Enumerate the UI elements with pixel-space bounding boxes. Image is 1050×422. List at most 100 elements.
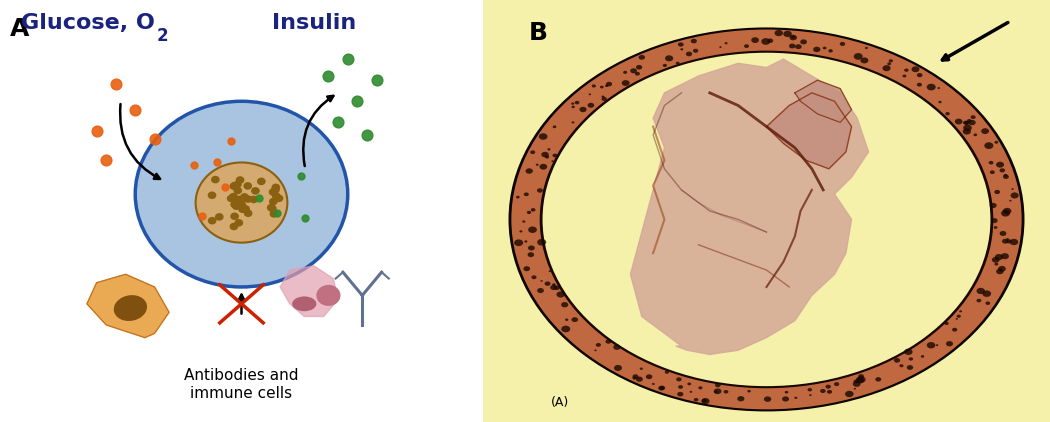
Circle shape (894, 358, 900, 363)
Circle shape (227, 195, 235, 202)
Circle shape (917, 83, 922, 87)
Circle shape (973, 133, 978, 136)
Circle shape (688, 382, 691, 385)
Circle shape (652, 383, 655, 385)
Circle shape (694, 398, 698, 401)
Circle shape (233, 181, 242, 188)
Point (359, 132, 376, 138)
Ellipse shape (113, 295, 147, 321)
Circle shape (782, 396, 789, 402)
Circle shape (970, 115, 975, 119)
Circle shape (269, 198, 277, 206)
Circle shape (1000, 168, 1005, 173)
Circle shape (523, 266, 530, 271)
Circle shape (528, 246, 534, 251)
Circle shape (234, 219, 244, 227)
Circle shape (244, 182, 252, 190)
Circle shape (989, 203, 996, 208)
Circle shape (538, 288, 544, 293)
Circle shape (269, 188, 277, 196)
Circle shape (939, 101, 942, 103)
Circle shape (539, 133, 547, 140)
Point (330, 119, 346, 126)
Circle shape (976, 299, 982, 302)
Circle shape (552, 125, 557, 128)
Circle shape (904, 349, 912, 355)
Circle shape (271, 186, 279, 194)
Circle shape (823, 46, 826, 49)
Circle shape (588, 103, 594, 108)
Circle shape (714, 391, 717, 393)
Circle shape (887, 62, 891, 65)
Circle shape (908, 357, 914, 361)
Circle shape (719, 46, 721, 48)
Circle shape (208, 192, 216, 199)
Point (251, 194, 268, 201)
Circle shape (571, 106, 574, 108)
Circle shape (646, 374, 652, 379)
Circle shape (602, 95, 605, 98)
Circle shape (244, 209, 252, 217)
Circle shape (976, 288, 985, 294)
Point (127, 106, 144, 113)
Circle shape (595, 343, 601, 347)
Circle shape (784, 391, 789, 394)
Circle shape (237, 201, 247, 209)
Circle shape (840, 42, 845, 46)
Circle shape (270, 210, 278, 218)
Circle shape (963, 121, 968, 124)
Circle shape (921, 355, 924, 358)
Circle shape (957, 315, 961, 318)
Circle shape (813, 47, 820, 52)
Circle shape (565, 319, 568, 321)
Circle shape (551, 160, 554, 162)
Point (216, 183, 233, 190)
Text: Insulin: Insulin (272, 13, 356, 32)
Circle shape (790, 35, 797, 41)
Circle shape (1003, 175, 1009, 179)
Circle shape (904, 68, 908, 72)
Circle shape (853, 381, 861, 387)
Circle shape (996, 162, 1004, 168)
Circle shape (795, 44, 802, 49)
Circle shape (545, 281, 550, 286)
Circle shape (242, 205, 250, 213)
Circle shape (234, 196, 243, 203)
Circle shape (230, 213, 239, 220)
Circle shape (690, 391, 692, 393)
Circle shape (211, 176, 219, 184)
Circle shape (751, 37, 759, 43)
Point (146, 136, 163, 143)
Circle shape (996, 269, 1004, 274)
Circle shape (792, 36, 795, 38)
Circle shape (936, 344, 939, 346)
Circle shape (249, 196, 258, 203)
Circle shape (272, 192, 280, 200)
Circle shape (989, 161, 993, 165)
Circle shape (574, 101, 580, 104)
Circle shape (275, 195, 284, 202)
Circle shape (195, 162, 288, 243)
Circle shape (775, 30, 783, 36)
Polygon shape (630, 59, 868, 354)
Circle shape (990, 170, 994, 174)
Circle shape (991, 218, 997, 223)
Circle shape (600, 86, 604, 89)
Circle shape (630, 68, 637, 73)
Ellipse shape (292, 296, 316, 311)
Circle shape (795, 397, 797, 399)
Polygon shape (795, 80, 852, 122)
Circle shape (235, 200, 245, 207)
Circle shape (549, 270, 551, 272)
Circle shape (800, 39, 807, 44)
Point (292, 173, 309, 179)
Circle shape (524, 240, 527, 243)
Point (320, 73, 337, 79)
Circle shape (538, 239, 546, 246)
Point (223, 138, 239, 145)
Circle shape (536, 164, 539, 166)
Point (88, 127, 105, 134)
Circle shape (954, 119, 963, 124)
Circle shape (857, 376, 865, 383)
Circle shape (665, 371, 669, 374)
